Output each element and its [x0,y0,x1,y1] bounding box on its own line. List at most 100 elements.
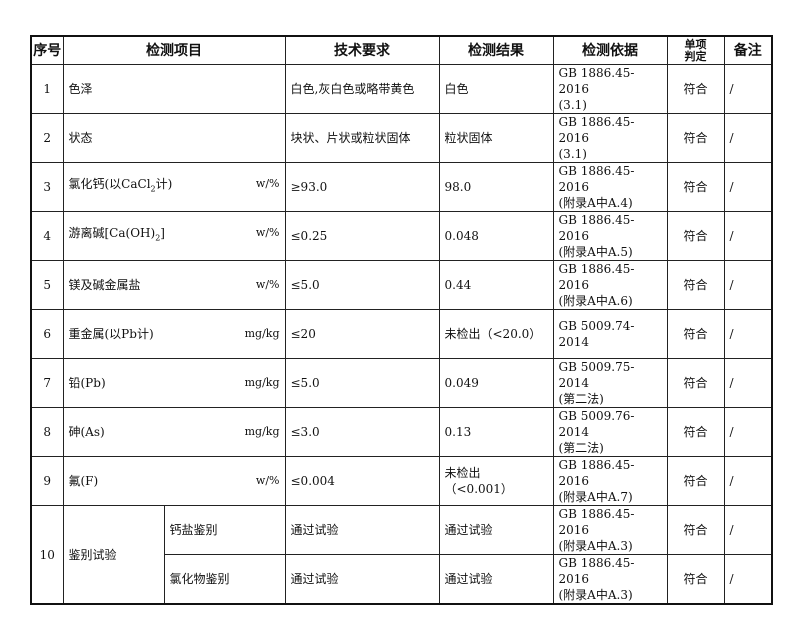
method-cell: GB 1886.45-2016 (3.1) [552,113,668,163]
item-name-part: 游离碱[Ca(OH) [68,226,156,241]
table-row: 10 鉴别试验 钙盐鉴别 通过试验 通过试验 GB 1886.45-2016 (附录A… [30,505,773,605]
method-cell: GB 1886.45-2016 (附录A中A.6) [552,260,668,310]
requirement-cell: ≤0.004 [284,456,440,506]
header-result: 检测结果 [438,35,554,65]
header-row: 序号 检测项目 技术要求 检测结果 检测依据 单项 判定 备注 [30,35,773,65]
result-cell: 0.13 [438,407,554,457]
method-line1: GB 1886.45-2016 [558,66,635,96]
row-no: 8 [30,407,64,457]
result-value: 粒状固体 [444,131,493,145]
item-cell: 氯化钙(以CaCl2计) w/% [62,162,286,212]
remark-cell: / [723,358,773,408]
method-line2: (附录A中A.3) [558,539,633,553]
remark-cell: / [723,64,773,114]
sub-item-cell: 氯化物鉴别 [163,554,286,605]
method-line2: (附录A中A.7) [558,490,633,504]
test-results-table: 序号 检测项目 技术要求 检测结果 检测依据 单项 判定 备注 1 色泽 白色,灰… [30,35,773,605]
item-name: 重金属(以Pb计) [68,327,154,341]
row-no: 7 [30,358,64,408]
verdict-cell: 符合 [666,260,725,310]
remark-cell: / [723,260,773,310]
result-cell: 0.048 [438,211,554,261]
method-cell: GB 1886.45-2016 (附录A中A.7) [552,456,668,506]
method-line2: (第二法) [558,392,604,406]
result-cell: 通过试验 [438,554,554,605]
table-row: 4 游离碱[Ca(OH)2] w/% ≤0.25 0.048 GB 1886.45… [30,211,773,261]
requirement-cell: 白色,灰白色或略带黄色 [284,64,440,114]
table-row: 8 砷(As) mg/kg ≤3.0 0.13 GB 5009.76-2014 (第… [30,407,773,457]
item-name: 铅(Pb) [68,376,106,390]
item-cell: 镁及碱金属盐 w/% [62,260,286,310]
remark-cell: / [723,456,773,506]
method-line1: GB 1886.45-2016 [558,164,635,194]
row-no: 10 [30,505,64,605]
requirement-cell: ≤3.0 [284,407,440,457]
method-cell: GB 5009.74-2014 [552,309,668,359]
table-row: 7 铅(Pb) mg/kg ≤5.0 0.049 GB 5009.75-2014 (… [30,358,773,408]
method-cell: GB 1886.45-2016 (附录A中A.5) [552,211,668,261]
method-cell: GB 1886.45-2016 (附录A中A.3) [552,505,668,555]
result-cell: 未检出（<20.0） [438,309,554,359]
method-line1: GB 5009.75-2014 [558,360,635,390]
requirement-cell: ≤5.0 [284,358,440,408]
method-line1: GB 1886.45-2016 [558,458,635,488]
item-cell: 状态 [62,113,286,163]
result-value: 未检出（<20.0） [444,327,542,341]
result-cell: 0.44 [438,260,554,310]
method-cell: GB 1886.45-2016 (3.1) [552,64,668,114]
requirement-cell: ≤0.25 [284,211,440,261]
method-line1: GB 1886.45-2016 [558,507,635,537]
verdict-cell: 符合 [666,358,725,408]
header-verdict: 单项 判定 [666,35,725,65]
method-line1: GB 1886.45-2016 [558,556,635,586]
item-cell: 氟(F) w/% [62,456,286,506]
remark-cell: / [723,505,773,555]
result-value: 白色 [444,82,469,96]
row-no: 2 [30,113,64,163]
result-line1: 未检出 [444,466,481,480]
item-cell: 鉴别试验 [62,505,165,605]
table-row: 9 氟(F) w/% ≤0.004 未检出 （<0.001） GB 1886.45-… [30,456,773,506]
result-value: 0.049 [444,376,479,390]
method-line1: GB 1886.45-2016 [558,262,635,292]
remark-cell: / [723,162,773,212]
table-row: 1 色泽 白色,灰白色或略带黄色 白色 GB 1886.45-2016 (3.1)… [30,64,773,114]
item-cell: 砷(As) mg/kg [62,407,286,457]
verdict-cell: 符合 [666,113,725,163]
result-cell: 0.049 [438,358,554,408]
remark-cell: / [723,407,773,457]
result-value: 98.0 [444,180,472,194]
item-name: 氟(F) [68,474,99,488]
verdict-cell: 符合 [666,162,725,212]
method-line1: GB 5009.76-2014 [558,409,635,439]
method-line1: GB 1886.45-2016 [558,115,635,145]
result-cell: 粒状固体 [438,113,554,163]
verdict-cell: 符合 [666,554,725,605]
requirement-cell: ≥93.0 [284,162,440,212]
method-line2: (第二法) [558,441,604,455]
method-line2: (附录A中A.6) [558,294,633,308]
method-line2: (附录A中A.5) [558,245,633,259]
method-line2: (3.1) [558,98,587,112]
item-name-part: ] [160,226,165,241]
sub-item-cell: 钙盐鉴别 [163,505,286,555]
result-value: 0.048 [444,229,479,243]
result-value: 0.44 [444,278,472,292]
unit: w/% [255,474,280,487]
result-cell: 98.0 [438,162,554,212]
row-no: 9 [30,456,64,506]
remark-cell: / [723,113,773,163]
item-name: 砷(As) [68,425,105,439]
header-verdict-line2: 判定 [684,49,707,63]
verdict-cell: 符合 [666,456,725,506]
method-cell: GB 1886.45-2016 (附录A中A.3) [552,554,668,605]
table-row: 2 状态 块状、片状或粒状固体 粒状固体 GB 1886.45-2016 (3.1… [30,113,773,163]
result-value: 0.13 [444,425,472,439]
requirement-cell: 块状、片状或粒状固体 [284,113,440,163]
unit: mg/kg [244,376,280,389]
verdict-cell: 符合 [666,309,725,359]
item-name: 色泽 [68,82,93,96]
item-cell: 色泽 [62,64,286,114]
item-name: 状态 [68,131,93,145]
unit: mg/kg [244,327,280,340]
